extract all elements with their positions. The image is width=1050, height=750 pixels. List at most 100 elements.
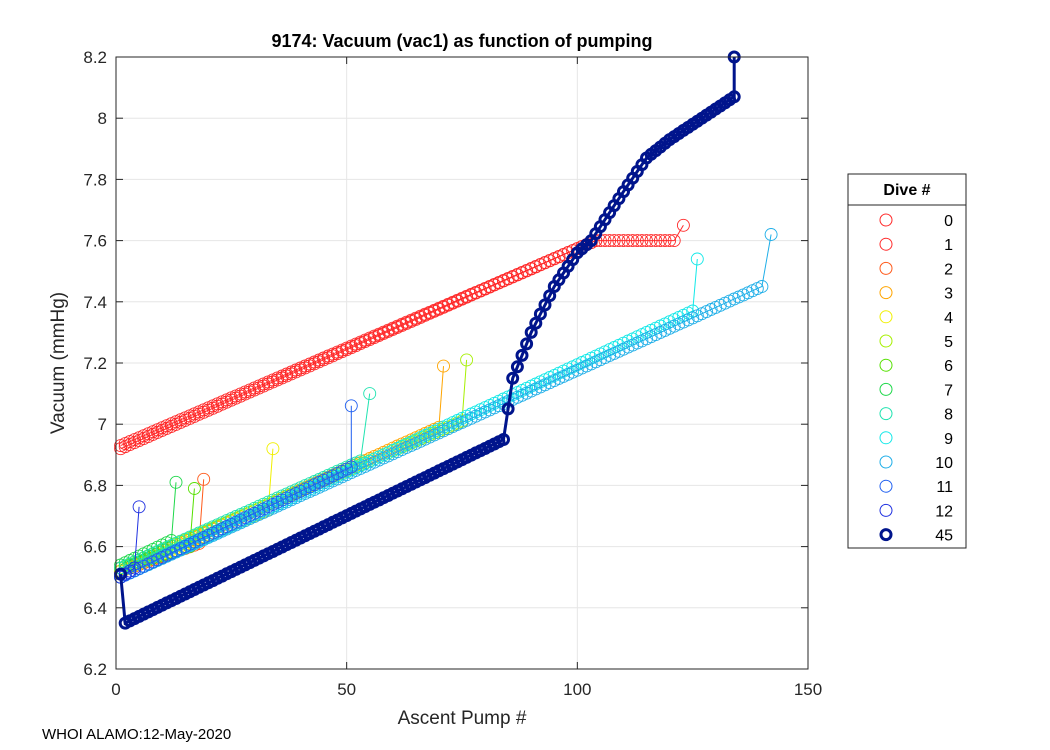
data-point — [363, 387, 377, 401]
data-point — [128, 561, 141, 575]
data-point — [635, 234, 649, 248]
y-tick-label: 8 — [98, 109, 107, 128]
data-point — [649, 234, 663, 248]
legend-marker — [879, 503, 893, 517]
legend-entry: 6 — [879, 358, 953, 375]
data-point — [515, 348, 529, 362]
legend-entry: 1 — [879, 237, 953, 254]
y-tick-label: 6.6 — [83, 538, 107, 557]
legend-entry: 12 — [879, 503, 953, 520]
data-point — [663, 234, 677, 248]
legend-entry: 10 — [879, 455, 953, 472]
legend-marker — [879, 286, 893, 300]
data-point — [617, 234, 630, 248]
data-point — [169, 475, 183, 489]
data-point — [640, 234, 653, 248]
data-point — [497, 433, 510, 446]
legend-marker — [879, 479, 893, 493]
legend-marker — [879, 310, 893, 324]
legend-label: 7 — [944, 382, 953, 399]
legend-label: 5 — [944, 334, 953, 351]
data-point — [612, 234, 626, 248]
legend-box — [847, 173, 967, 549]
legend-label: 6 — [944, 358, 953, 375]
y-tick-label: 6.8 — [83, 476, 107, 495]
data-point — [676, 218, 690, 232]
y-tick-label: 7.4 — [83, 293, 107, 312]
x-tick-label: 50 — [337, 680, 356, 699]
legend-title: Dive # — [883, 182, 930, 199]
legend-marker — [879, 528, 893, 542]
y-tick-label: 6.2 — [83, 660, 107, 679]
footer-credit: WHOI ALAMO:12-May-2020 — [42, 726, 232, 743]
legend-label: 45 — [935, 528, 953, 545]
data-point — [460, 353, 474, 367]
legend-marker — [879, 237, 893, 251]
legend-label: 1 — [944, 237, 953, 254]
legend-label: 2 — [944, 261, 953, 278]
legend-label: 12 — [935, 503, 953, 520]
legend-entry: 3 — [879, 286, 953, 303]
series-line — [120, 482, 177, 566]
series-dive-11 — [114, 399, 358, 584]
legend-entry: 0 — [879, 213, 953, 230]
legend-label: 11 — [936, 479, 953, 496]
x-tick-label: 100 — [563, 680, 591, 699]
data-point — [266, 442, 280, 456]
data-point — [344, 399, 358, 413]
legend-label: 3 — [944, 286, 953, 303]
legend-marker — [879, 334, 893, 348]
data-point — [755, 280, 769, 293]
series-line — [120, 405, 352, 578]
x-tick-label: 0 — [111, 680, 120, 699]
data-point — [510, 360, 524, 374]
x-tick-label: 150 — [794, 680, 822, 699]
data-point — [598, 234, 612, 248]
legend-marker — [879, 431, 893, 445]
series-layer — [114, 50, 778, 630]
y-tick-label: 6.4 — [83, 599, 107, 618]
legend-entry: 2 — [879, 261, 953, 278]
data-point — [653, 234, 667, 248]
data-point — [187, 482, 201, 495]
y-tick-label: 7.8 — [83, 170, 107, 189]
legend-marker — [879, 213, 893, 227]
data-point — [686, 304, 700, 318]
series-dive-45 — [114, 50, 741, 630]
data-point — [727, 90, 741, 104]
legend-label: 4 — [944, 310, 953, 327]
legend-entry: 9 — [879, 431, 953, 448]
data-point — [437, 359, 450, 373]
data-point — [603, 234, 617, 248]
data-point — [520, 337, 534, 351]
legend-marker — [879, 455, 893, 469]
legend-entry: 5 — [879, 334, 953, 351]
data-point — [626, 234, 640, 248]
series-dive-10 — [114, 228, 778, 584]
data-point — [132, 500, 146, 514]
legend-entry: 45 — [879, 528, 953, 545]
data-point — [667, 234, 681, 248]
data-point — [344, 460, 358, 474]
legend-label: 10 — [935, 455, 953, 472]
legend-marker — [879, 358, 893, 372]
data-point — [630, 234, 644, 248]
x-axis-label: Ascent Pump # — [398, 708, 527, 729]
data-point — [607, 234, 621, 248]
data-point — [690, 252, 704, 266]
y-tick-label: 7.2 — [83, 354, 107, 373]
legend-marker — [879, 407, 893, 421]
data-point — [506, 371, 520, 385]
legend-entry: 11 — [879, 479, 953, 496]
legend-marker — [879, 382, 893, 396]
legend-marker — [879, 261, 893, 275]
legend-entry: 7 — [879, 382, 953, 399]
chart-title: 9174: Vacuum (vac1) as function of pumpi… — [271, 31, 652, 51]
data-point — [764, 228, 778, 241]
data-point — [501, 402, 515, 416]
y-tick-label: 7.6 — [83, 232, 107, 251]
data-point — [621, 234, 635, 248]
